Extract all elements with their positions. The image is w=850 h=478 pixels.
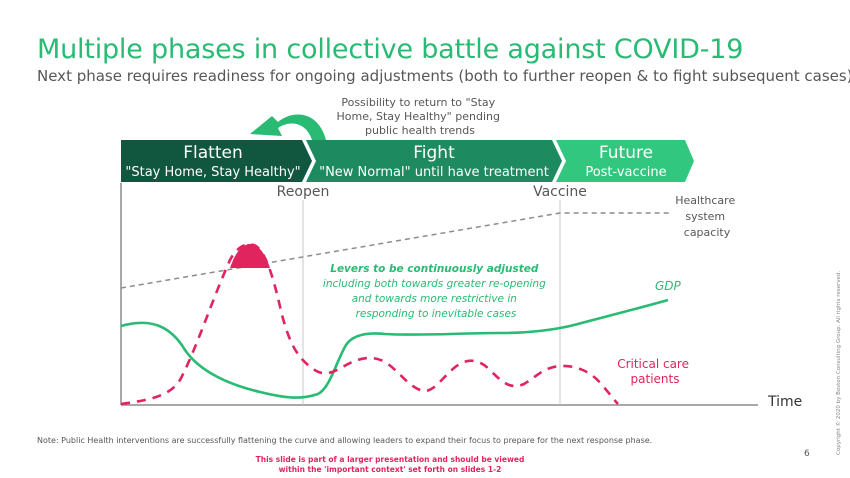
phase-fight-subtitle: "New Normal" until have treatment	[319, 165, 549, 180]
reopen-label: Reopen	[277, 184, 330, 200]
critical-care-line-2: patients	[631, 372, 680, 386]
time-axis-label: Time	[767, 394, 802, 410]
return-note-line-1: Possibility to return to "Stay	[341, 96, 495, 109]
critical-care-line	[120, 243, 619, 406]
page-title: Multiple phases in collective battle aga…	[37, 34, 744, 65]
page-subtitle: Next phase requires readiness for ongoin…	[37, 67, 850, 85]
healthcare-capacity-line-2: system	[685, 210, 725, 223]
healthcare-capacity-line	[120, 212, 672, 289]
return-note: Possibility to return to "Stay Home, Sta…	[337, 96, 504, 137]
gdp-label: GDP	[655, 279, 682, 293]
gdp-line	[120, 298, 669, 399]
disclaimer: This slide is part of a larger presentat…	[240, 455, 540, 475]
disclaimer-line-1: This slide is part of a larger presentat…	[255, 455, 525, 464]
critical-care-label: Critical care patients	[617, 357, 693, 386]
healthcare-capacity-line-3: capacity	[684, 226, 731, 239]
critical-peak-fill	[230, 243, 270, 268]
healthcare-capacity-line-1: Healthcare	[675, 194, 735, 207]
phase-fight-title: Fight	[413, 143, 455, 163]
return-note-line-3: public health trends	[365, 124, 475, 137]
page-number: 6	[804, 449, 810, 459]
copyright: Copyright © 2020 by Boston Consulting Gr…	[836, 270, 842, 455]
disclaimer-line-2: within the 'important context' set forth…	[278, 465, 502, 474]
phase-fight-shape	[306, 140, 562, 182]
healthcare-capacity-label: Healthcare system capacity	[675, 194, 738, 239]
phase-flatten-shape	[121, 140, 312, 182]
levers-line-3: and towards more restrictive in	[352, 293, 517, 305]
footnote: Note: Public Health interventions are su…	[37, 436, 653, 445]
levers-line-4: responding to inevitable cases	[356, 308, 517, 320]
phase-flatten-subtitle: "Stay Home, Stay Healthy"	[125, 165, 300, 180]
levers-line-1: Levers to be continuously adjusted	[330, 263, 539, 275]
phase-future-shape	[556, 140, 694, 182]
return-arrow-icon	[250, 114, 326, 140]
phase-future-subtitle: Post-vaccine	[585, 165, 666, 180]
levers-line-2: including both towards greater re-openin…	[323, 278, 546, 290]
return-note-line-2: Home, Stay Healthy" pending	[337, 110, 500, 123]
phase-future-title: Future	[599, 143, 653, 163]
phase-flatten-title: Flatten	[183, 143, 242, 163]
levers-note: Levers to be continuously adjusted inclu…	[323, 263, 549, 320]
critical-care-line-1: Critical care	[617, 357, 689, 371]
vaccine-label: Vaccine	[533, 184, 587, 200]
